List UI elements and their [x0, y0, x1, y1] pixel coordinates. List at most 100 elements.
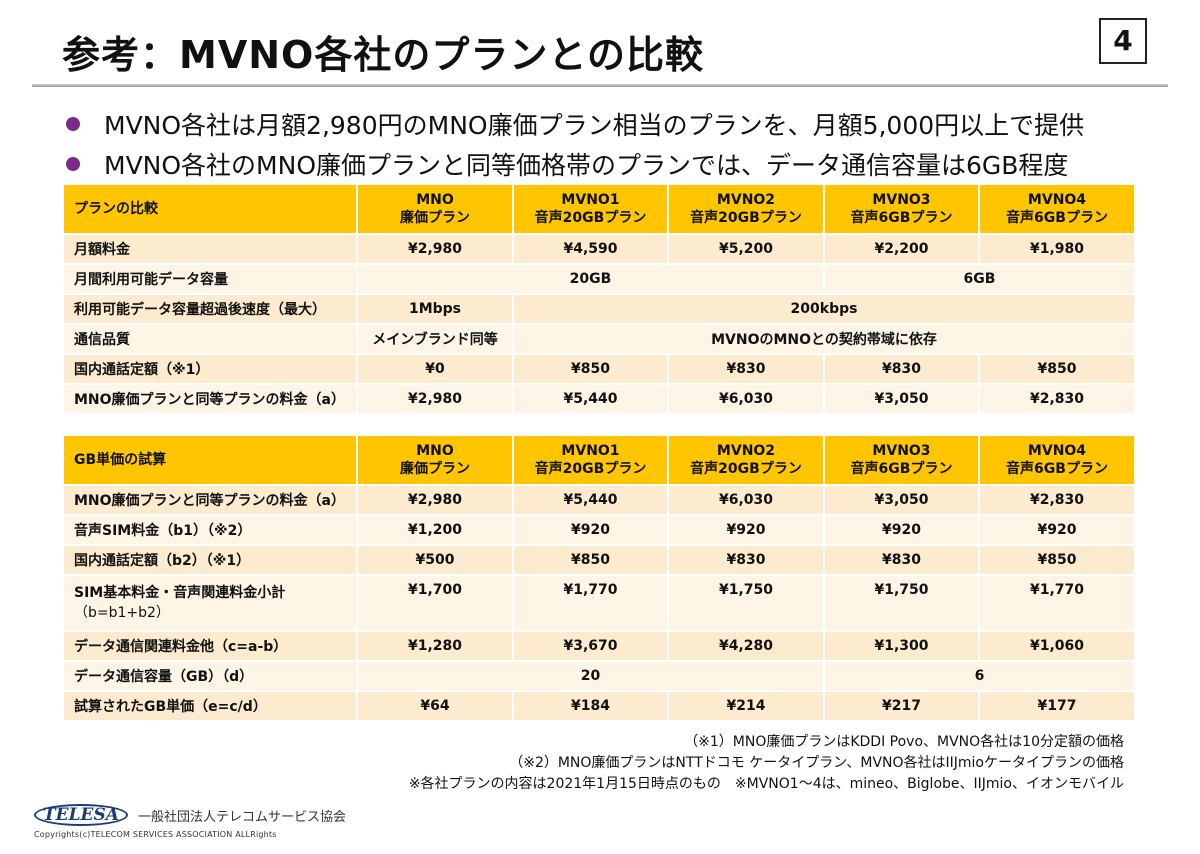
table-cell: ¥830 [825, 355, 980, 385]
table-row: MNO廉価プランと同等プランの料金（a） ¥2,980 ¥5,440 ¥6,03… [64, 486, 1136, 516]
table-header-row: プランの比較 MNO 廉価プラン MVNO1 音声20GBプラン MVNO2 音声20… [64, 185, 1136, 235]
table-cell: ¥184 [514, 692, 669, 722]
table-cell: ¥3,050 [825, 486, 980, 516]
table-cell: ¥2,980 [358, 486, 514, 516]
table-row: 利用可能データ容量超過後速度（最大） 1Mbps 200kbps [64, 295, 1136, 325]
header-sub: 廉価プラン [400, 461, 470, 477]
table-cell: ¥6,030 [669, 486, 825, 516]
bullet-text: MVNO各社のMNO廉価プランと同等価格帯のプランでは、データ通信容量は6GB程… [104, 151, 1069, 180]
association-name: 一般社団法人テレコムサービス協会 [138, 809, 347, 825]
header-sub: 音声6GBプラン [850, 461, 953, 477]
header-sub: 廉価プラン [400, 210, 470, 226]
header-cell: MVNO4 音声6GBプラン [980, 436, 1136, 486]
row-label: データ通信関連料金他（c=a-b） [64, 632, 358, 662]
row-label-formula: （b=b1+b2） [74, 605, 170, 621]
header-cell: MVNO2 音声20GBプラン [669, 436, 825, 486]
footnotes: （※1）MNO廉価プランはKDDI Povo、MVNO各社は10分定額の価格 （… [409, 732, 1124, 795]
footnote: （※1）MNO廉価プランはKDDI Povo、MVNO各社は10分定額の価格 [684, 734, 1124, 750]
header-cell: MVNO2 音声20GBプラン [669, 185, 825, 235]
table-cell: ¥830 [669, 355, 825, 385]
table-cell: ¥5,440 [514, 486, 669, 516]
bullet-dot-icon [66, 157, 80, 171]
table-cell: ¥2,830 [980, 385, 1136, 415]
header-label: GB単価の試算 [64, 436, 358, 486]
header-cell: MVNO4 音声6GBプラン [980, 185, 1136, 235]
row-label: 利用可能データ容量超過後速度（最大） [64, 295, 358, 325]
header-sub: 音声6GBプラン [1006, 461, 1108, 477]
table-row: MNO廉価プランと同等プランの料金（a） ¥2,980 ¥5,440 ¥6,03… [64, 385, 1136, 415]
gb-unit-price-table: GB単価の試算 MNO 廉価プラン MVNO1 音声20GBプラン MVNO2 音声2… [64, 436, 1136, 722]
row-label: MNO廉価プランと同等プランの料金（a） [64, 385, 358, 415]
table-cell: ¥1,200 [358, 516, 514, 546]
table-cell: ¥217 [825, 692, 980, 722]
table-row: 音声SIM料金（b1）（※2） ¥1,200 ¥920 ¥920 ¥920 ¥9… [64, 516, 1136, 546]
row-label-line: SIM基本料金・音声関連料金小計 [74, 585, 286, 601]
table-cell: ¥64 [358, 692, 514, 722]
table-row: 月間利用可能データ容量 20GB 6GB [64, 265, 1136, 295]
table-cell: ¥2,980 [358, 235, 514, 265]
plan-comparison-table: プランの比較 MNO 廉価プラン MVNO1 音声20GBプラン MVNO2 音声20… [64, 185, 1136, 415]
table-cell: ¥2,980 [358, 385, 514, 415]
header-cell: MNO 廉価プラン [358, 436, 514, 486]
table-cell: ¥850 [980, 355, 1136, 385]
header-name: MVNO1 [561, 443, 620, 459]
row-label: 月額料金 [64, 235, 358, 265]
table-cell: ¥850 [980, 546, 1136, 576]
table-cell: ¥1,980 [980, 235, 1136, 265]
header-sub: 音声6GBプラン [850, 210, 953, 226]
header-label: プランの比較 [64, 185, 358, 235]
header-sub: 音声6GBプラン [1006, 210, 1108, 226]
footnote: （※2）MNO廉価プランはNTTドコモ ケータイプラン、MVNO各社はIIJmi… [509, 755, 1124, 771]
table-header-row: GB単価の試算 MNO 廉価プラン MVNO1 音声20GBプラン MVNO2 音声2… [64, 436, 1136, 486]
row-label: 国内通話定額（b2）（※1） [64, 546, 358, 576]
footnote: ※各社プランの内容は2021年1月15日時点のもの ※MVNO1～4は、mine… [408, 776, 1124, 792]
title-divider [32, 84, 1168, 87]
table-cell: 20GB [358, 265, 825, 295]
table-cell: ¥4,280 [669, 632, 825, 662]
page-title: 参考：MVNO各社のプランとの比較 [62, 33, 704, 77]
header-cell: MVNO3 音声6GBプラン [825, 185, 980, 235]
table-cell: ¥830 [825, 546, 980, 576]
table-cell: ¥920 [825, 516, 980, 546]
table-cell: ¥5,200 [669, 235, 825, 265]
table-row: 通信品質 メインブランド同等 MVNOのMNOとの契約帯域に依存 [64, 325, 1136, 355]
table-row: 国内通話定額（※1） ¥0 ¥850 ¥830 ¥830 ¥850 [64, 355, 1136, 385]
row-label: 通信品質 [64, 325, 358, 355]
bullet-item: MVNO各社のMNO廉価プランと同等価格帯のプランでは、データ通信容量は6GB程… [66, 144, 1084, 184]
table-cell: ¥4,590 [514, 235, 669, 265]
table-cell: 6 [825, 662, 1136, 692]
header-name: MVNO1 [561, 192, 620, 208]
header-name: MVNO2 [716, 443, 776, 459]
table-cell: ¥1,060 [980, 632, 1136, 662]
table-row: SIM基本料金・音声関連料金小計 （b=b1+b2） ¥1,700 ¥1,770 … [64, 576, 1136, 632]
header-name: MVNO4 [1027, 443, 1087, 459]
bullet-text: MVNO各社は月額2,980円のMNO廉価プラン相当のプランを、月額5,000円… [104, 111, 1085, 140]
header-sub: 音声20GBプラン [690, 461, 802, 477]
footer-logo-row: TELESA 一般社団法人テレコムサービス協会 [34, 804, 346, 826]
header-name: MVNO2 [716, 192, 776, 208]
header-cell: MNO 廉価プラン [358, 185, 514, 235]
table-cell: ¥850 [514, 546, 669, 576]
header-name: MVNO3 [872, 192, 931, 208]
header-sub: 音声20GBプラン [534, 461, 647, 477]
header-name: MNO [416, 192, 454, 208]
bullet-list: MVNO各社は月額2,980円のMNO廉価プラン相当のプランを、月額5,000円… [66, 104, 1084, 184]
header-name: MVNO4 [1027, 192, 1087, 208]
table-cell: ¥1,750 [825, 576, 980, 632]
table-cell: ¥1,770 [980, 576, 1136, 632]
table-cell: ¥500 [358, 546, 514, 576]
table-cell: 20 [358, 662, 825, 692]
table-cell: 1Mbps [358, 295, 514, 325]
row-label: データ通信容量（GB）（d） [64, 662, 358, 692]
row-label: 月間利用可能データ容量 [64, 265, 358, 295]
table-cell: ¥177 [980, 692, 1136, 722]
table-cell: メインブランド同等 [358, 325, 514, 355]
table-row: 試算されたGB単価（e=c/d） ¥64 ¥184 ¥214 ¥217 ¥177 [64, 692, 1136, 722]
bullet-item: MVNO各社は月額2,980円のMNO廉価プラン相当のプランを、月額5,000円… [66, 104, 1084, 144]
copyright: Copyrights(c)TELECOM SERVICES ASSOCIATIO… [34, 830, 277, 839]
table-cell: ¥3,670 [514, 632, 669, 662]
table-cell: ¥3,050 [825, 385, 980, 415]
row-label: SIM基本料金・音声関連料金小計 （b=b1+b2） [64, 576, 358, 632]
table-cell: ¥2,830 [980, 486, 1136, 516]
table-cell: ¥214 [669, 692, 825, 722]
